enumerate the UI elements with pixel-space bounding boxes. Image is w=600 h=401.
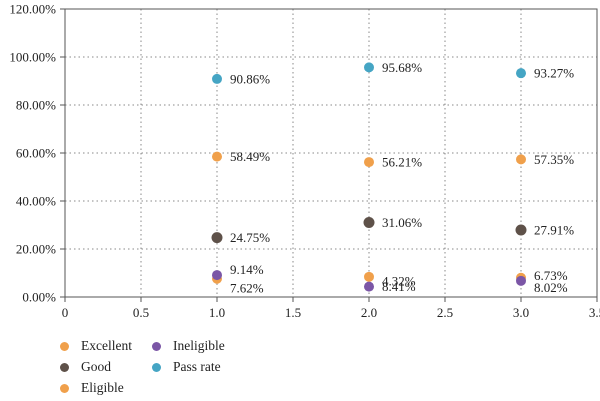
legend-item-good: Good [60, 359, 111, 375]
data-point-ineligible [364, 281, 374, 292]
data-label: 8.41% [382, 279, 416, 294]
legend-swatch [60, 341, 69, 351]
data-label: 90.86% [230, 71, 270, 86]
legend-swatch [152, 341, 161, 351]
y-axis-ticks: 0.00% 20.00% 40.00% 60.00% 80.00% 100.00% 120.… [9, 2, 65, 305]
legend: Excellent Ineligible Good Pass rate Elig… [60, 338, 340, 398]
grid-lines [65, 9, 597, 297]
y-tick-label: 60.00% [16, 146, 56, 161]
data-point-good [515, 224, 527, 236]
legend-item-ineligible: Ineligible [152, 338, 225, 354]
data-label: 27.91% [534, 223, 574, 238]
data-points [211, 62, 527, 292]
data-label: 93.27% [534, 66, 574, 81]
x-tick-label: 3.0 [513, 305, 529, 320]
data-label: 24.75% [230, 230, 270, 245]
legend-swatch [60, 362, 69, 372]
y-tick-label: 120.00% [9, 2, 56, 17]
x-tick-label: 2.0 [361, 305, 377, 320]
x-tick-label: 2.5 [437, 305, 453, 320]
data-label: 6.73% [534, 268, 568, 283]
y-tick-label: 0.00% [22, 290, 56, 305]
data-point-eligible [212, 151, 222, 162]
data-label: 58.49% [230, 149, 270, 164]
data-label: 8.02% [534, 280, 568, 295]
legend-swatch [60, 383, 69, 393]
data-point-ineligible [516, 275, 526, 286]
data-point-excellent [364, 271, 374, 282]
data-label: 56.21% [382, 155, 422, 170]
data-point-eligible [364, 157, 374, 168]
legend-swatch [152, 362, 161, 372]
data-point-eligible [516, 154, 526, 165]
data-label: 4.32% [382, 274, 416, 289]
data-labels: 7.62% 8.41% 8.02% 24.75% 31.06% 27.91% 58.49% 5… [230, 60, 574, 296]
y-tick-label: 80.00% [16, 98, 56, 113]
legend-label: Good [81, 359, 111, 374]
x-axis-ticks: 0 0.5 1.0 1.5 2.0 2.5 3.0 3.5 [62, 297, 600, 320]
data-point-pass-rate [212, 73, 222, 84]
data-point-pass-rate [516, 68, 526, 79]
data-point-pass-rate [364, 62, 374, 73]
data-label: 95.68% [382, 60, 422, 75]
x-tick-label: 1.5 [285, 305, 301, 320]
y-tick-label: 100.00% [9, 50, 56, 65]
legend-item-eligible: Eligible [60, 380, 124, 396]
x-tick-label: 3.5 [589, 305, 600, 320]
x-tick-label: 0 [62, 305, 69, 320]
y-tick-label: 20.00% [16, 242, 56, 257]
data-label: 57.35% [534, 152, 574, 167]
data-point-good [211, 232, 223, 244]
legend-item-excellent: Excellent [60, 338, 132, 354]
data-point-good [363, 216, 375, 228]
x-tick-label: 0.5 [133, 305, 149, 320]
x-tick-label: 1.0 [209, 305, 225, 320]
data-label: 7.62% [230, 281, 264, 296]
legend-label: Pass rate [173, 359, 221, 374]
legend-item-pass-rate: Pass rate [152, 359, 221, 375]
data-label: 9.14% [230, 262, 264, 277]
data-label: 31.06% [382, 215, 422, 230]
data-point-ineligible [212, 270, 222, 281]
legend-label: Eligible [81, 380, 124, 395]
legend-label: Ineligible [173, 338, 225, 353]
y-tick-label: 40.00% [16, 194, 56, 209]
legend-label: Excellent [81, 338, 132, 353]
